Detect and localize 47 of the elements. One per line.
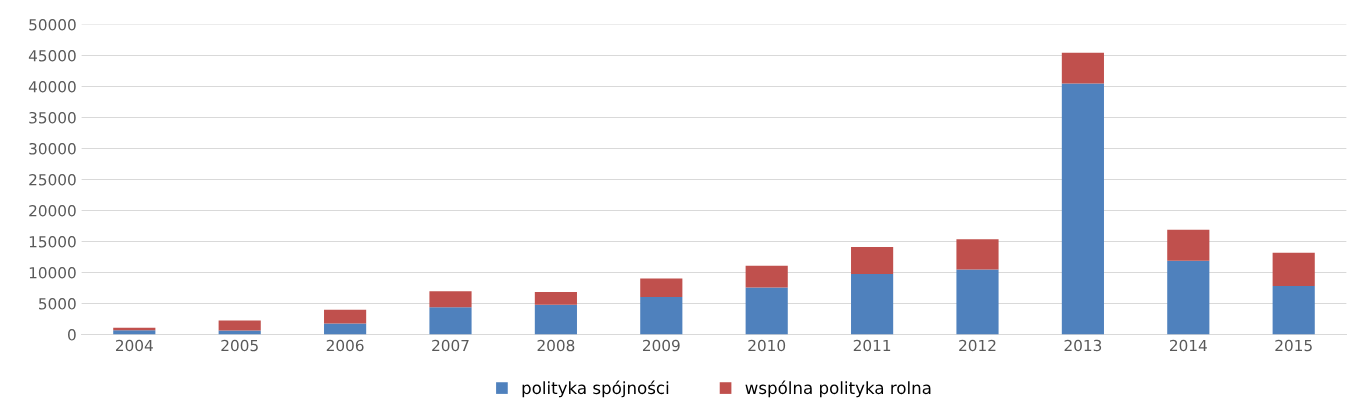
x-tick-label: 2014 — [1169, 339, 1207, 352]
x-tick-label: 2009 — [642, 339, 680, 352]
bar — [851, 247, 894, 275]
bar — [1167, 260, 1210, 335]
y-tick-label: 0 — [68, 329, 76, 341]
y-tick-label: 5000 — [39, 298, 76, 310]
y-tick-label: 25000 — [29, 173, 76, 186]
bar — [1167, 229, 1210, 261]
x-tick-label: 2006 — [326, 339, 364, 352]
y-tick-label: 40000 — [28, 80, 76, 93]
y-tick-label: 35000 — [29, 111, 76, 124]
bar — [956, 239, 999, 270]
y-tick-label: 30000 — [29, 142, 76, 155]
bar — [1061, 83, 1104, 335]
bar — [324, 309, 367, 324]
bar — [640, 297, 683, 335]
bar — [429, 291, 472, 308]
x-tick-label: 2015 — [1275, 339, 1312, 352]
bar — [1272, 252, 1315, 286]
y-tick-label: 45000 — [28, 49, 76, 62]
bar — [1061, 52, 1104, 84]
bar — [534, 304, 577, 335]
y-tick-label: 50000 — [29, 18, 76, 31]
x-tick-label: 2010 — [748, 339, 786, 352]
bar — [745, 287, 788, 335]
x-tick-label: 2004 — [115, 339, 153, 352]
legend-label: polityka spójności — [522, 380, 669, 398]
bar — [429, 307, 472, 335]
x-tick-label: 2012 — [959, 339, 996, 352]
bar — [1272, 285, 1315, 335]
y-tick-label: 15000 — [29, 236, 76, 248]
y-tick-label: 20000 — [29, 204, 76, 217]
legend-label: wspólna polityka rolna — [745, 380, 931, 398]
bar — [640, 278, 683, 298]
x-tick-label: 2011 — [853, 339, 891, 352]
bar — [534, 292, 577, 305]
bar — [851, 274, 894, 335]
x-tick-label: 2007 — [432, 339, 469, 352]
y-tick-label: 10000 — [29, 267, 76, 279]
x-tick-label: 2013 — [1064, 339, 1102, 352]
x-tick-label: 2008 — [537, 339, 575, 352]
x-tick-label: 2005 — [221, 339, 258, 352]
bar — [218, 320, 261, 331]
bar — [745, 265, 788, 288]
bar — [113, 330, 156, 335]
bar — [956, 269, 999, 335]
bar — [324, 323, 367, 335]
